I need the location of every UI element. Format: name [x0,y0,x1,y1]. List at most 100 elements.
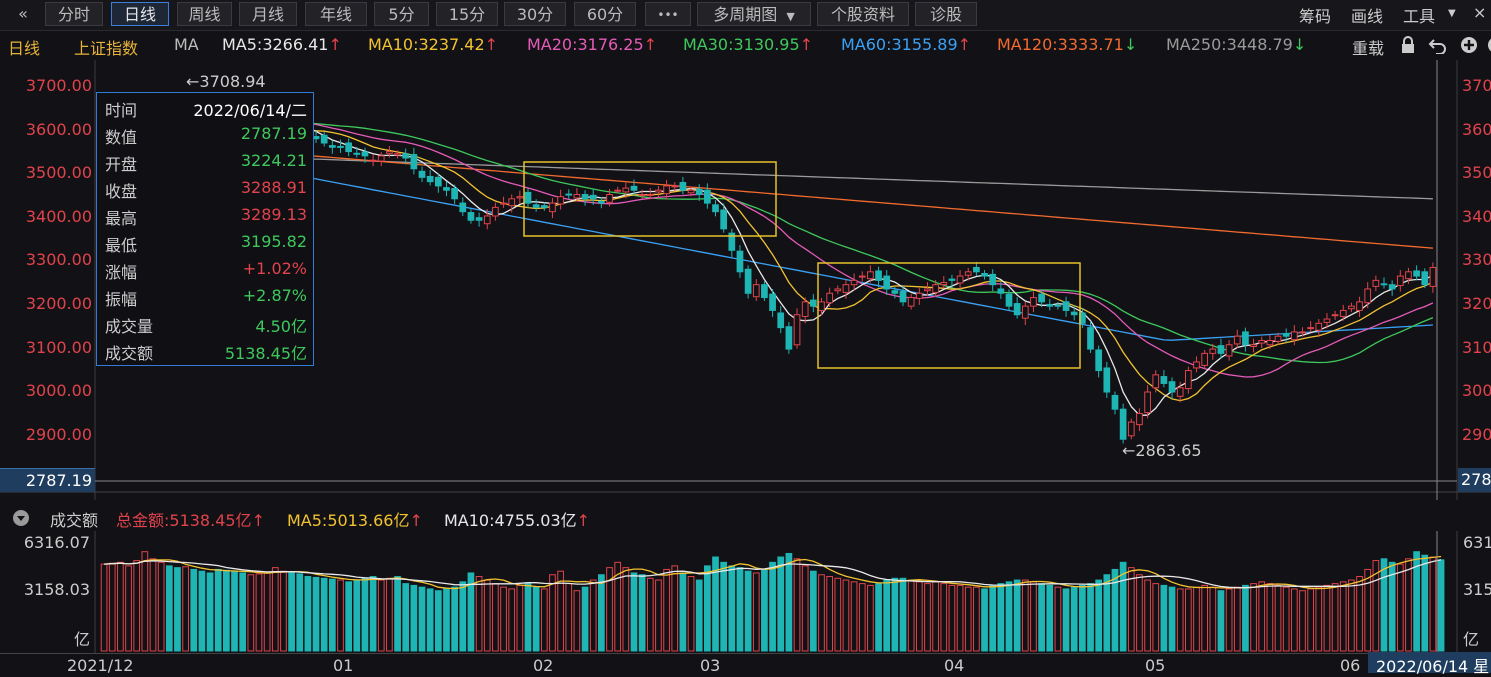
volume-title[interactable]: 成交额 [50,511,99,530]
chevron-down-icon[interactable]: ▼ [1448,8,1456,19]
volume-chart[interactable] [0,531,1491,653]
candle [418,170,426,178]
candle [1348,305,1355,310]
candle [622,187,630,193]
candlestick-chart[interactable] [0,60,1491,500]
collapse-panel-icon[interactable] [12,509,30,527]
candle [1307,327,1314,330]
ma-value: MA60:3155.89↑ [841,35,971,54]
volume-bar [304,576,312,652]
period-tab[interactable]: 60分 [574,2,636,26]
period-tab[interactable]: 5分 [374,2,429,26]
candle [337,145,344,148]
candle [736,250,744,273]
more-icon[interactable]: ••• [645,2,691,26]
draw-line-button[interactable]: 画线 [1351,7,1384,26]
candle [1421,271,1429,286]
price-axis-label: 3500.00 [25,163,92,183]
chip-button[interactable]: 筹码 [1299,7,1332,26]
zoom-in-icon[interactable] [1459,35,1479,55]
candle [818,301,825,311]
volume-bar [1429,556,1437,652]
volume-bar [328,578,336,652]
ma-value-text: MA250:3448.79 [1166,35,1293,54]
period-tab[interactable]: 15分 [436,2,498,26]
candle [793,314,801,346]
volume-bar [646,577,654,652]
undo-icon[interactable] [1428,36,1448,54]
candle [989,273,997,286]
candle [769,293,776,311]
period-tab[interactable]: 日线 [111,2,169,26]
candle [1225,344,1233,357]
candle [451,188,458,200]
close-icon[interactable]: × [1473,3,1487,22]
period-tab[interactable]: 周线 [177,2,232,26]
candle [1176,387,1184,397]
lock-icon[interactable] [1399,36,1417,54]
candle [353,152,361,155]
period-tab[interactable]: 年线 [305,2,367,26]
reload-button[interactable]: 重载 [1352,39,1385,58]
cursor-price-label: 2787.19 [0,468,95,492]
period-tab[interactable]: 30分 [504,2,566,26]
candle [410,154,418,170]
volume-bar [736,567,744,652]
volume-bar [1005,581,1013,652]
volume-bar [818,574,825,652]
volume-bar [1274,584,1282,652]
candle [1323,318,1331,323]
index-name[interactable]: 上证指数 [74,39,139,58]
volume-bar [500,586,507,652]
candle [1021,305,1029,319]
collapse-icon[interactable]: « [18,4,28,23]
candle [924,288,931,292]
indicator-label[interactable]: MA [174,35,199,54]
candle [1356,301,1363,311]
candle [1193,361,1200,369]
candle [312,136,320,140]
volume-bar [1225,588,1233,652]
candle [1144,391,1151,414]
arrow-down-icon: ↓ [1123,35,1138,54]
data-tooltip-panel: 时间 2022/06/14/二 数值 2787.19 开盘 3224.21 收盘 3288.9… [96,92,314,366]
volume-bar [182,566,189,652]
stock-info-button[interactable]: 个股资料 [817,2,909,26]
info-value: 2787.19 [240,124,307,143]
volume-bar [1136,574,1143,652]
volume-bar [239,572,247,652]
candle [589,194,597,200]
ma-value: MA120:3333.71↓ [997,35,1137,54]
candle [606,194,613,203]
candle [565,193,573,196]
volume-bar [1103,574,1111,652]
period-tab[interactable]: 月线 [239,2,297,26]
price-axis-label: 3100.00 [25,337,92,357]
volume-bar [1062,588,1070,652]
candle [492,206,499,217]
volume-bar [198,570,206,652]
candle [1372,279,1380,287]
ma10-line [103,112,1434,402]
cursor-price-value: 2787.19 [25,471,92,490]
volume-bar [638,574,646,652]
cursor-date-value: 2022/06/14 星 [1376,657,1490,676]
candle [500,202,507,205]
info-value: 3288.91 [240,178,307,197]
info-value: +2.87% [242,286,307,305]
volume-bar [1388,561,1396,652]
tools-menu-button[interactable]: 工具 [1403,7,1436,26]
volume-bar [1038,583,1045,652]
candle [434,176,442,187]
diagnose-button[interactable]: 诊股 [915,2,977,26]
zoom-out-icon[interactable] [1486,35,1491,55]
candle [1136,412,1143,426]
candle [614,189,622,192]
period-tab[interactable]: 分时 [45,2,103,26]
multi-period-dropdown[interactable]: 多周期图 ▼ [697,2,811,26]
info-value: +1.02% [242,259,307,278]
info-value: 4.50亿 [255,317,307,336]
volume-bar [410,584,418,652]
volume-bar [834,577,842,652]
candle [540,205,548,208]
